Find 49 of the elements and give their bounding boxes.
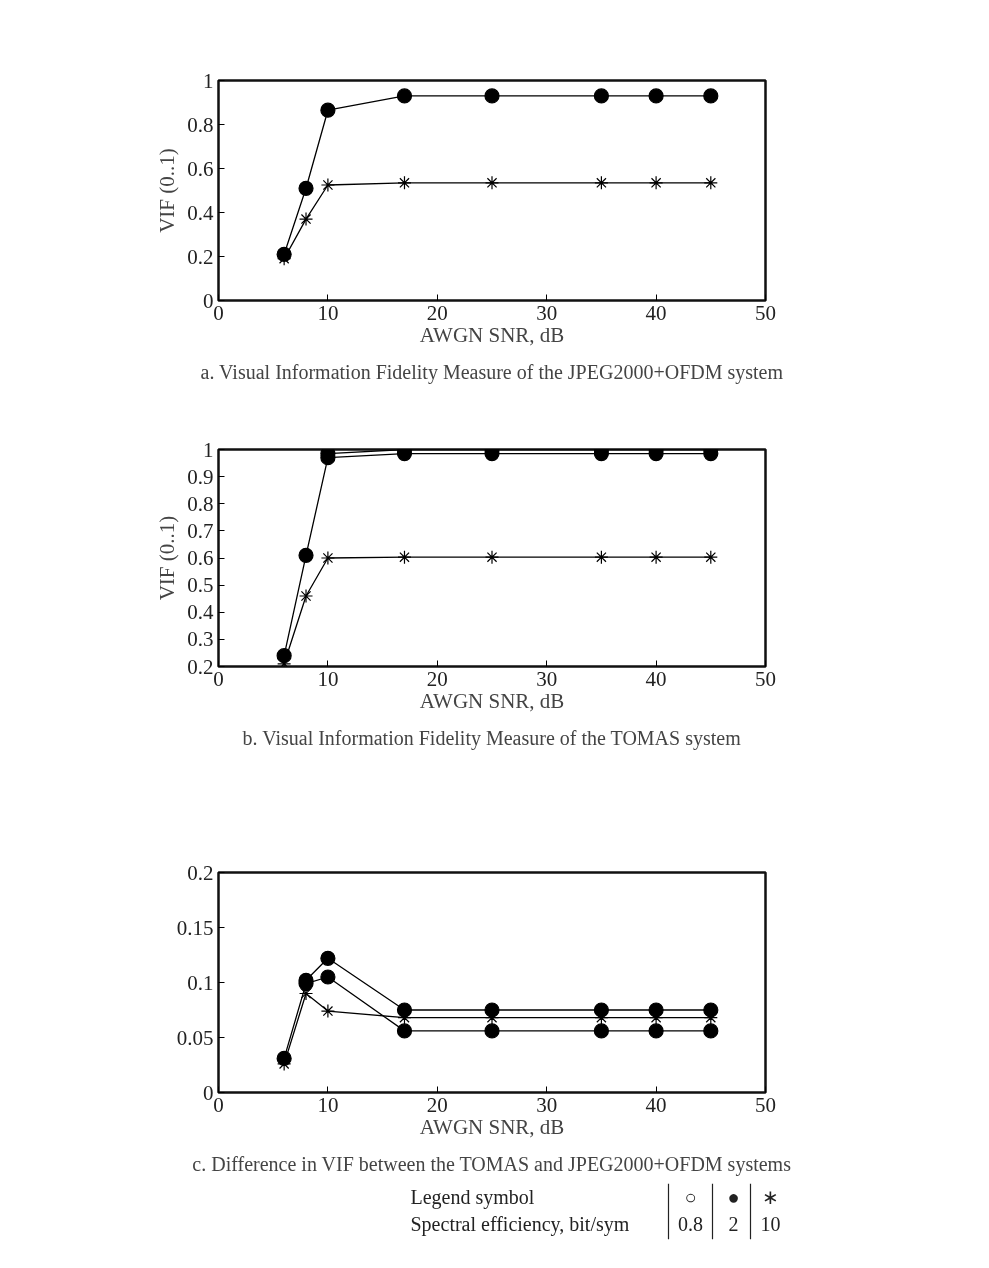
text: ○ (684, 1186, 697, 1208)
x-tick-label: 40 (645, 300, 667, 325)
x-tick-label: 10 (317, 666, 339, 691)
x-tick-label: 30 (536, 666, 558, 691)
y-tick-label: 0.2 (187, 244, 214, 269)
y-tick-label: 1 (203, 68, 214, 93)
text: Spectral efficiency, bit/sym (410, 1213, 630, 1236)
y-tick-label: 0.05 (176, 1025, 214, 1050)
text: a. Visual Information Fidelity Measure of the JPEG2000+OFDM system (200, 360, 784, 384)
x-tick-label: 30 (536, 300, 558, 325)
y-tick-label: 0.7 (187, 518, 214, 543)
x-axis-title: AWGN SNR, dB (419, 688, 565, 713)
text: 2 (728, 1213, 739, 1235)
y-tick-label: 0.4 (187, 600, 214, 625)
y-tick-label: 0.1 (187, 970, 214, 995)
text: ● (727, 1186, 740, 1208)
y-tick-label: 0.15 (176, 915, 214, 940)
text: 0.8 (678, 1213, 703, 1235)
x-axis-title: AWGN SNR, dB (419, 1114, 565, 1139)
text: b. Visual Information Fidelity Measure of the TOMAS system (242, 726, 742, 750)
x-tick-label: 10 (317, 1092, 339, 1117)
y-axis-title: VIF (0..1) (155, 515, 180, 601)
text: ∗ (762, 1186, 779, 1208)
x-tick-label: 50 (755, 666, 776, 691)
x-tick-label: 50 (755, 1092, 776, 1117)
y-tick-label: 1 (203, 437, 214, 462)
x-tick-label: 10 (317, 300, 339, 325)
y-tick-label: 0.5 (187, 573, 214, 598)
y-tick-label: 0.3 (187, 627, 214, 652)
x-tick-label: 50 (755, 300, 776, 325)
x-tick-label: 20 (426, 666, 448, 691)
y-tick-label: 0.4 (187, 200, 214, 225)
x-tick-label: 20 (426, 300, 448, 325)
y-tick-label: 0.6 (187, 156, 214, 181)
y-tick-label: 0.6 (187, 546, 214, 570)
x-tick-label: 40 (645, 666, 667, 691)
x-tick-label: 20 (426, 1092, 448, 1117)
text: Legend symbol (410, 1186, 535, 1209)
text: c. Difference in VIF between the TOMAS and JPEG2000+OFDM systems (192, 1152, 792, 1176)
y-tick-label: 0.9 (187, 464, 214, 489)
x-tick-label: 40 (645, 1092, 667, 1117)
text: 10 (760, 1213, 781, 1235)
y-tick-label: 0.8 (187, 491, 214, 516)
x-axis-title: AWGN SNR, dB (419, 322, 565, 347)
y-axis-title: VIF (0..1) (155, 148, 180, 233)
y-tick-label: 0.2 (187, 654, 214, 679)
y-tick-label: 0.2 (187, 860, 214, 885)
y-tick-label: 0.8 (187, 112, 214, 137)
x-tick-label: 30 (536, 1092, 558, 1117)
